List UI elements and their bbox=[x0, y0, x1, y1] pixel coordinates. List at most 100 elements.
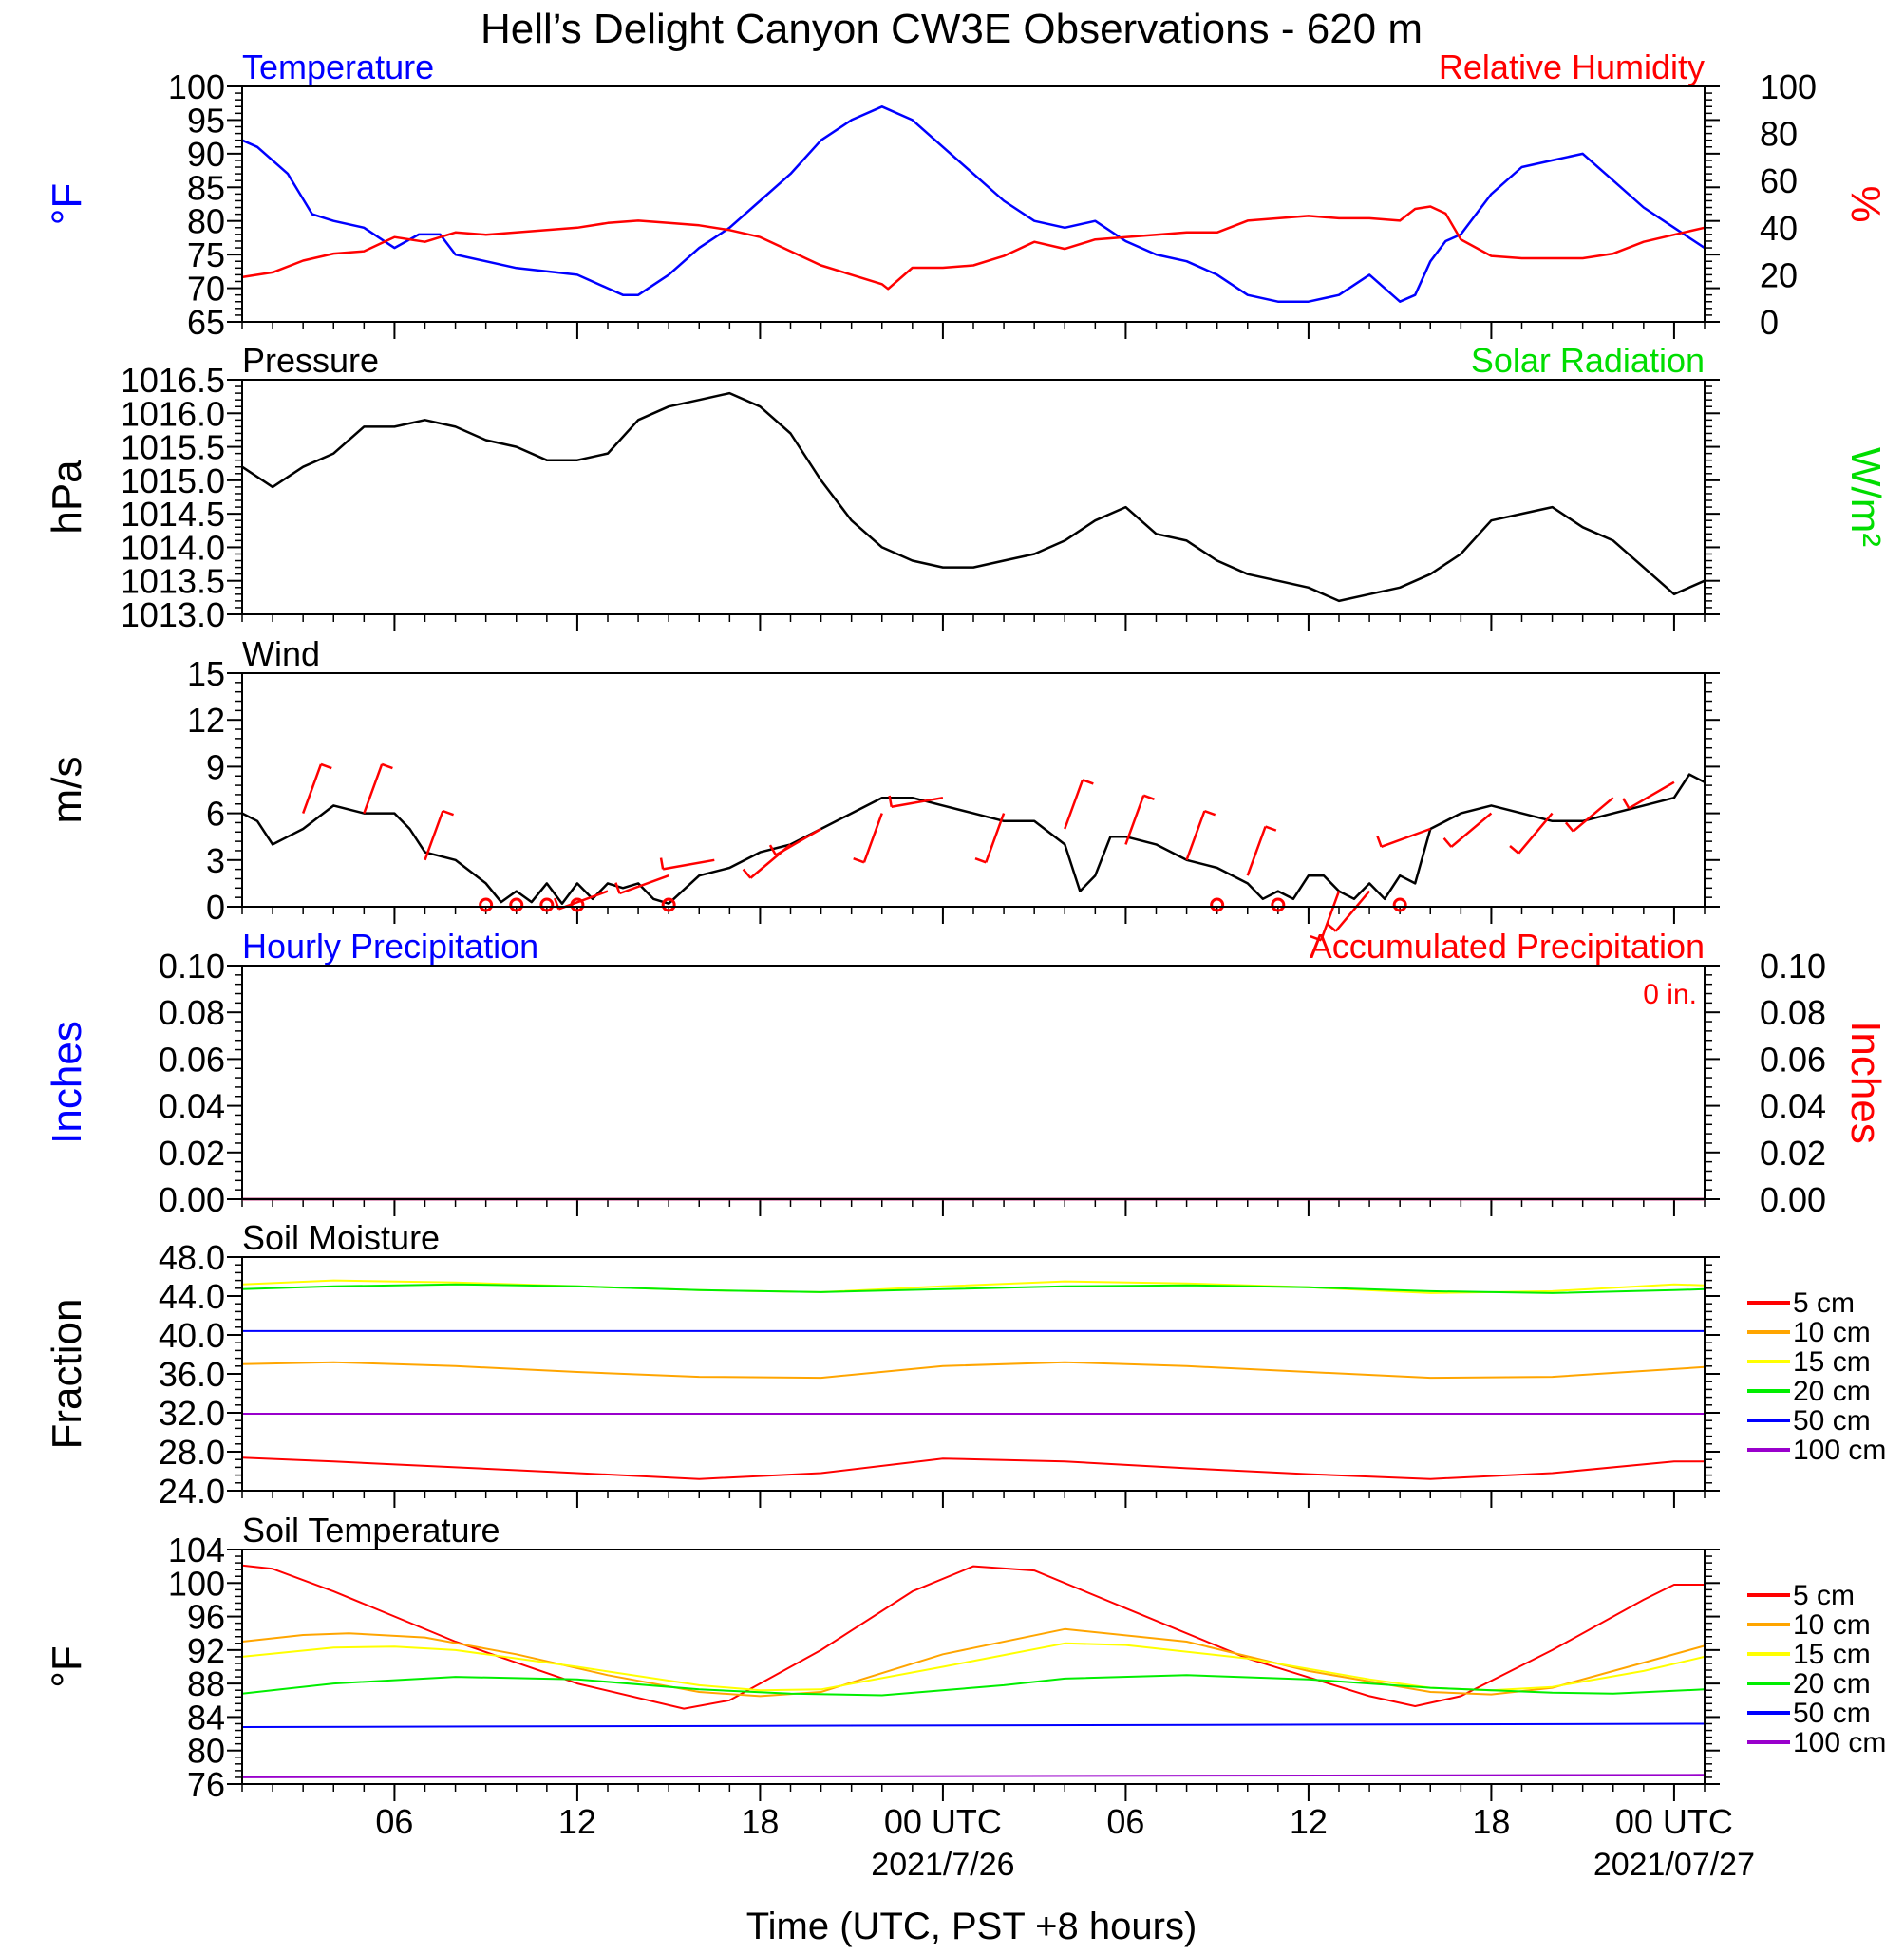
y-tick-label: 0.02 bbox=[159, 1134, 225, 1173]
y-axis-label-left: m/s bbox=[44, 757, 90, 824]
x-tick-label: 00 UTC bbox=[1615, 1802, 1733, 1841]
wind-barb-staff bbox=[1628, 780, 1675, 810]
wind-barb bbox=[1310, 891, 1341, 942]
y-tick-label: 95 bbox=[187, 101, 225, 140]
wind-barb-flag bbox=[768, 844, 778, 856]
panel-title-right: Solar Radiation bbox=[1471, 341, 1705, 380]
panel-precip: 0.00 0.02 0.04 0.06 0.08 0.10 0.00 0.02 0.04 0.06… bbox=[44, 927, 1889, 1219]
legend-label: 50 cm bbox=[1793, 1698, 1871, 1729]
wind-barb-flag bbox=[1509, 845, 1520, 855]
wind-barb-flag bbox=[442, 809, 455, 817]
wind-barb-flag bbox=[853, 857, 865, 864]
y-tick-label: 1015.5 bbox=[121, 428, 225, 467]
legend-label: 10 cm bbox=[1793, 1317, 1871, 1348]
y-tick-label: 100 bbox=[168, 67, 225, 106]
series-20-cm bbox=[241, 1283, 1706, 1294]
calm-wind-marker bbox=[1392, 897, 1407, 912]
legend-label: 15 cm bbox=[1793, 1346, 1871, 1378]
series-100-cm bbox=[241, 1774, 1706, 1778]
legend-label: 20 cm bbox=[1793, 1668, 1871, 1700]
y-axis-label-left: Fraction bbox=[44, 1299, 90, 1450]
legend-label: 100 cm bbox=[1793, 1727, 1886, 1758]
wind-barb-flag bbox=[1265, 825, 1277, 832]
wind-barb-staff bbox=[891, 796, 944, 808]
y-tick-label: 76 bbox=[187, 1765, 225, 1804]
wind-barb-flag bbox=[742, 868, 752, 879]
y-right-tick-label: 0.08 bbox=[1760, 993, 1826, 1032]
plot-frame bbox=[241, 965, 1706, 1200]
wind-barb-staff bbox=[1381, 827, 1431, 848]
y-axis-label-left: °F bbox=[44, 183, 90, 225]
series-temperature bbox=[241, 105, 1706, 303]
wind-barb bbox=[1246, 825, 1277, 876]
wind-barb-flag bbox=[1310, 935, 1322, 942]
x-tick-label: 00 UTC bbox=[884, 1802, 1002, 1841]
y-right-tick-label: 0.00 bbox=[1760, 1180, 1826, 1219]
x-tick-label: 06 bbox=[375, 1802, 413, 1841]
y-tick-label: 0.06 bbox=[159, 1040, 225, 1079]
y-right-tick-label: 20 bbox=[1760, 255, 1798, 294]
panel-wind: 0 3 6 9 12 15 Wind m/s bbox=[44, 634, 1720, 942]
panel-pressure: 1013.01013.51014.01014.51015.01015.51016… bbox=[44, 341, 1889, 634]
wind-barb bbox=[1509, 812, 1554, 855]
y-tick-label: 3 bbox=[206, 841, 225, 880]
wind-barb-flag bbox=[1442, 836, 1453, 848]
plot-frame bbox=[241, 672, 1706, 908]
wind-barb-flag bbox=[659, 857, 665, 870]
wind-barb bbox=[1564, 797, 1614, 833]
calm-wind-marker bbox=[1210, 897, 1225, 912]
chart-title: Hell’s Delight Canyon CW3E Observations … bbox=[481, 6, 1423, 52]
y-right-tick-label: 0 bbox=[1760, 303, 1779, 342]
panel-title-right: Relative Humidity bbox=[1439, 47, 1705, 86]
wind-barb-staff bbox=[1334, 890, 1371, 932]
x-tick-label: 12 bbox=[1290, 1802, 1328, 1841]
legend-label: 5 cm bbox=[1793, 1580, 1855, 1611]
plot-frame bbox=[241, 1256, 1706, 1492]
y-tick-label: 80 bbox=[187, 202, 225, 241]
y-tick-label: 32.0 bbox=[159, 1394, 225, 1433]
y-tick-label: 48.0 bbox=[159, 1238, 225, 1277]
y-tick-label: 36.0 bbox=[159, 1355, 225, 1394]
y-tick-label: 0.10 bbox=[159, 947, 225, 986]
y-right-tick-label: 0.06 bbox=[1760, 1040, 1826, 1079]
wind-barb-staff bbox=[1064, 779, 1084, 830]
wind-barb-flag bbox=[320, 762, 332, 770]
wind-barb-staff bbox=[775, 827, 822, 856]
y-right-tick-label: 40 bbox=[1760, 209, 1798, 248]
series-10-cm bbox=[241, 1361, 1706, 1380]
wind-barb bbox=[424, 809, 455, 861]
series-10-cm bbox=[241, 1627, 1706, 1698]
legend-label: 15 cm bbox=[1793, 1639, 1871, 1670]
accumulated-total: 0 in. bbox=[1643, 979, 1697, 1010]
y-axis-label-left: Inches bbox=[44, 1021, 90, 1144]
y-tick-label: 104 bbox=[168, 1531, 225, 1569]
series-50-cm bbox=[241, 1722, 1706, 1728]
y-right-tick-label: 0.10 bbox=[1760, 947, 1826, 986]
wind-barb-flag bbox=[1376, 836, 1383, 848]
wind-barb-staff bbox=[1246, 826, 1267, 876]
y-right-tick-label: 60 bbox=[1760, 161, 1798, 200]
wind-barb bbox=[1185, 809, 1216, 861]
y-tick-label: 65 bbox=[187, 303, 225, 342]
y-axis-label-left: hPa bbox=[44, 460, 90, 535]
legend-label: 100 cm bbox=[1793, 1435, 1886, 1466]
series-15-cm bbox=[241, 1279, 1706, 1294]
y-tick-label: 85 bbox=[187, 168, 225, 207]
panel-title-left: Soil Moisture bbox=[242, 1218, 440, 1257]
legend-label: 10 cm bbox=[1793, 1609, 1871, 1641]
y-tick-label: 1014.5 bbox=[121, 495, 225, 534]
wind-barb bbox=[659, 857, 715, 871]
wind-barb bbox=[1064, 779, 1094, 830]
wind-barb-staff bbox=[363, 763, 384, 815]
y-tick-label: 1016.5 bbox=[121, 361, 225, 400]
wind-barb-staff bbox=[619, 874, 669, 895]
y-tick-label: 28.0 bbox=[159, 1433, 225, 1472]
wind-barb bbox=[1326, 890, 1371, 932]
y-tick-label: 1013.0 bbox=[121, 595, 225, 634]
wind-barb bbox=[1622, 780, 1675, 810]
wind-barb-flag bbox=[1564, 821, 1574, 833]
x-date-label: 2021/7/26 bbox=[871, 1847, 1014, 1883]
